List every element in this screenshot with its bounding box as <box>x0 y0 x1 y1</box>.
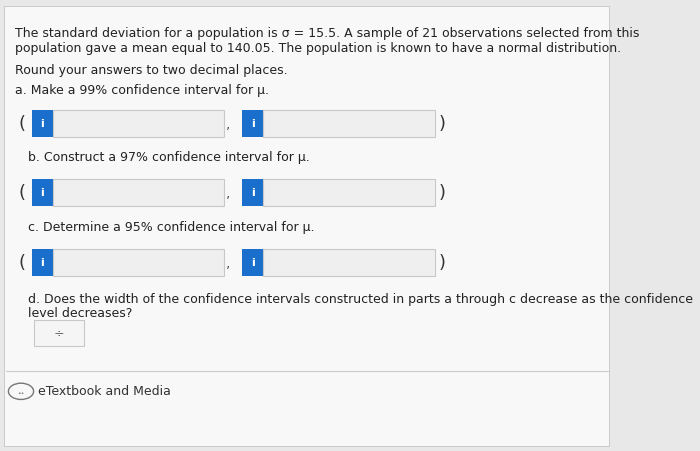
Text: i: i <box>251 188 255 198</box>
Text: Round your answers to two decimal places.: Round your answers to two decimal places… <box>15 64 288 77</box>
Text: The standard deviation for a population is σ = 15.5. A sample of 21 observations: The standard deviation for a population … <box>15 27 640 40</box>
Text: (: ( <box>18 115 25 133</box>
Text: c. Determine a 95% confidence interval for μ.: c. Determine a 95% confidence interval f… <box>28 220 314 233</box>
Text: population gave a mean equal to 140.05. The population is known to have a normal: population gave a mean equal to 140.05. … <box>15 42 622 55</box>
FancyBboxPatch shape <box>263 110 435 138</box>
FancyBboxPatch shape <box>263 179 435 207</box>
Text: ••: •• <box>18 390 24 395</box>
FancyBboxPatch shape <box>52 249 224 276</box>
FancyBboxPatch shape <box>32 110 52 138</box>
Text: ): ) <box>438 184 445 202</box>
Text: i: i <box>40 258 44 267</box>
FancyBboxPatch shape <box>263 249 435 276</box>
Text: b. Construct a 97% confidence interval for μ.: b. Construct a 97% confidence interval f… <box>28 151 309 164</box>
FancyBboxPatch shape <box>32 179 52 207</box>
Text: level decreases?: level decreases? <box>28 307 132 320</box>
Text: a. Make a 99% confidence interval for μ.: a. Make a 99% confidence interval for μ. <box>15 83 270 97</box>
FancyBboxPatch shape <box>242 179 263 207</box>
Text: i: i <box>40 119 44 129</box>
Text: ): ) <box>438 253 445 272</box>
FancyBboxPatch shape <box>34 320 84 346</box>
Text: i: i <box>40 188 44 198</box>
Text: eTextbook and Media: eTextbook and Media <box>38 384 172 397</box>
Text: i: i <box>251 119 255 129</box>
FancyBboxPatch shape <box>242 110 263 138</box>
Text: (: ( <box>18 253 25 272</box>
Text: (: ( <box>18 184 25 202</box>
Text: ): ) <box>438 115 445 133</box>
Text: d. Does the width of the confidence intervals constructed in parts a through c d: d. Does the width of the confidence inte… <box>28 292 693 305</box>
Text: ,: , <box>226 186 230 200</box>
FancyBboxPatch shape <box>242 249 263 276</box>
Text: i: i <box>251 258 255 267</box>
Text: ,: , <box>226 117 230 131</box>
FancyBboxPatch shape <box>4 7 609 446</box>
FancyBboxPatch shape <box>52 179 224 207</box>
FancyBboxPatch shape <box>32 249 52 276</box>
FancyBboxPatch shape <box>52 110 224 138</box>
Text: ,: , <box>226 256 230 269</box>
Text: ÷: ÷ <box>53 327 64 340</box>
